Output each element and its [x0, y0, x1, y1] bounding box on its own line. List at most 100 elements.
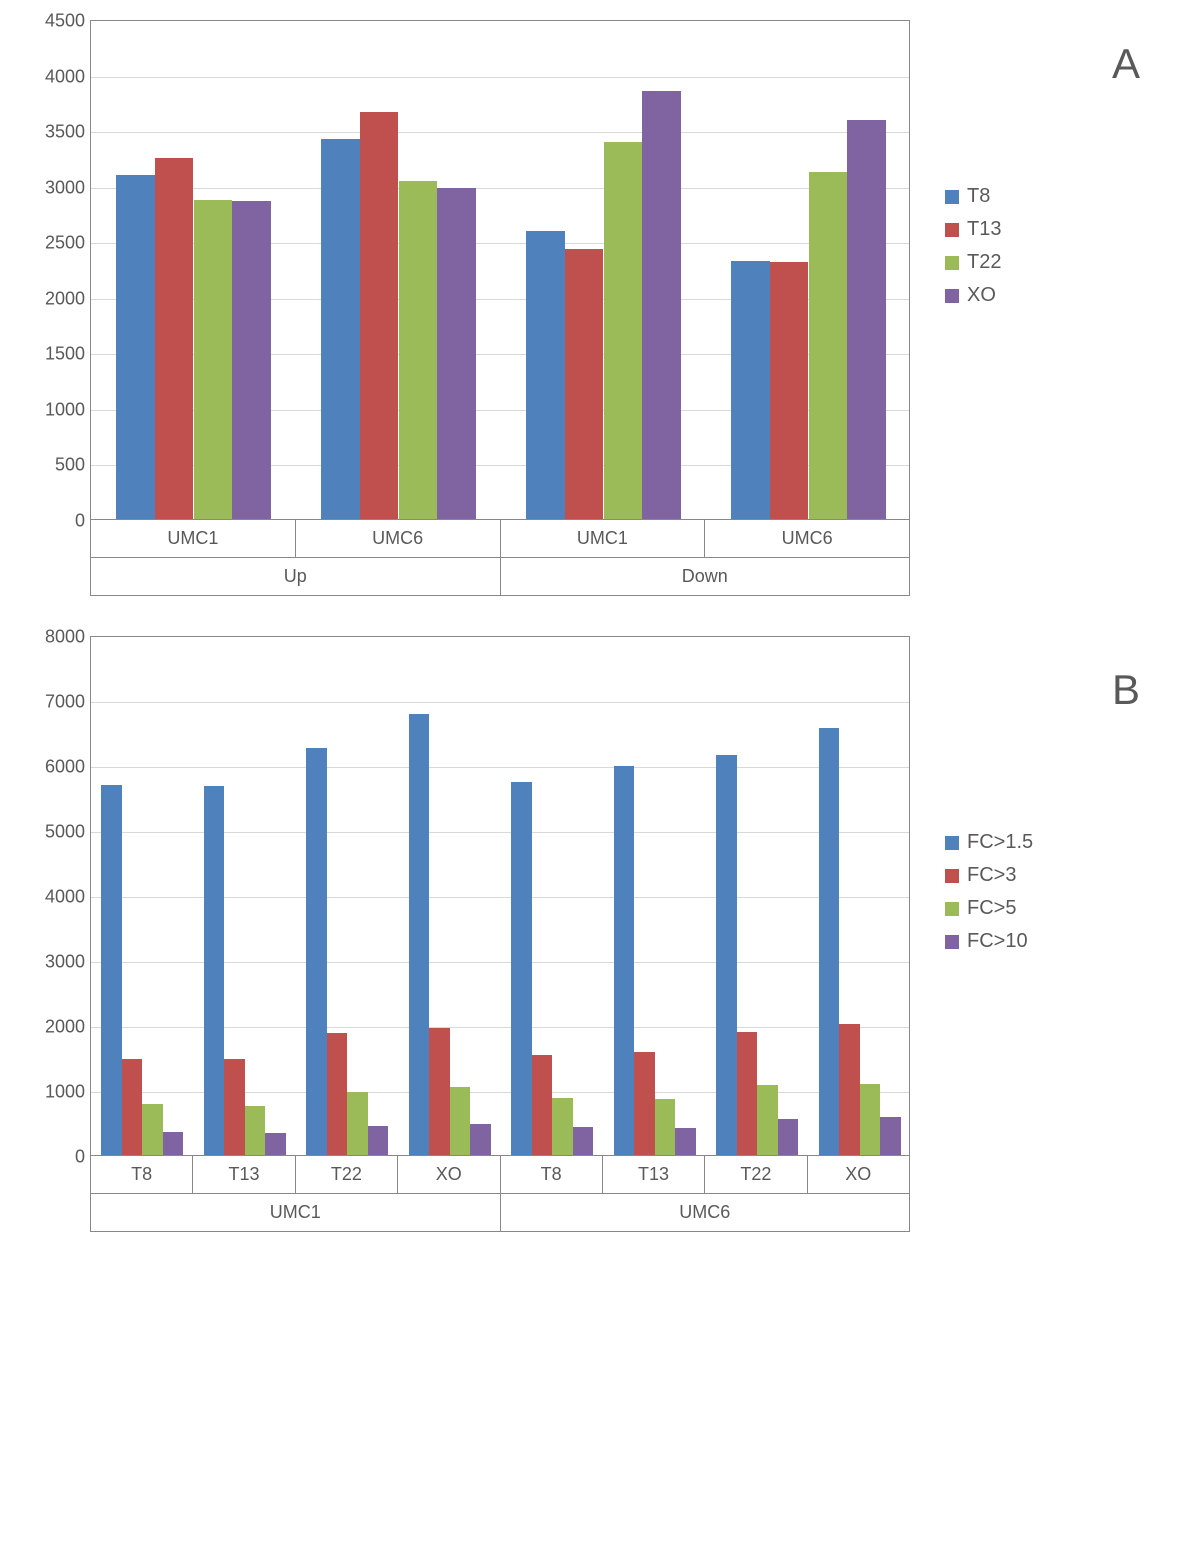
legend-item: T13 [945, 218, 1001, 241]
legend-item: T8 [945, 185, 1001, 208]
legend-swatch [945, 223, 959, 237]
legend-swatch [945, 902, 959, 916]
bar [614, 766, 635, 1155]
bar [880, 1117, 901, 1155]
bar [265, 1133, 286, 1155]
legend-label: FC>3 [967, 864, 1016, 887]
bar [757, 1085, 778, 1155]
x-topgroup-label: Up [91, 558, 501, 596]
bar [847, 120, 886, 519]
bar [194, 200, 233, 519]
chart-b-xaxis: T8T13T22XOT8T13T22XOUMC1UMC6 [90, 1156, 910, 1232]
x-axis-row-subgroups: T8T13T22XOT8T13T22XO [90, 1156, 910, 1194]
legend-item: FC>1.5 [945, 831, 1033, 854]
bar [245, 1106, 266, 1155]
bar [634, 1052, 655, 1155]
legend-item: FC>5 [945, 897, 1033, 920]
legend-item: FC>10 [945, 930, 1033, 953]
x-subgroup-label: UMC6 [296, 520, 501, 558]
bar [737, 1032, 758, 1156]
x-subgroup-label: UMC1 [501, 520, 706, 558]
bar [675, 1128, 696, 1155]
y-tick-label: 4500 [45, 11, 91, 32]
y-tick-label: 2000 [45, 288, 91, 309]
bar [429, 1028, 450, 1155]
bar [163, 1132, 184, 1155]
bar [819, 728, 840, 1155]
bars-layer [91, 21, 909, 519]
bar [511, 782, 532, 1155]
x-subgroup-label: T22 [296, 1156, 398, 1194]
y-tick-label: 5000 [45, 822, 91, 843]
x-subgroup-label: UMC6 [705, 520, 910, 558]
chart-a-area: 050010001500200025003000350040004500 UMC… [90, 20, 910, 596]
bar [232, 201, 271, 519]
bar [399, 181, 438, 519]
chart-b-legend: FC>1.5 FC>3 FC>5 FC>10 [945, 811, 1033, 963]
bar [470, 1124, 491, 1155]
legend-swatch [945, 190, 959, 204]
bar [327, 1033, 348, 1155]
bar [770, 262, 809, 519]
bar [552, 1098, 573, 1155]
x-topgroup-label: UMC6 [501, 1194, 911, 1232]
bar [122, 1059, 143, 1155]
y-tick-label: 2500 [45, 233, 91, 254]
legend-swatch [945, 289, 959, 303]
y-tick-label: 3500 [45, 122, 91, 143]
y-tick-label: 1000 [45, 399, 91, 420]
chart-b-plot: 010002000300040005000600070008000 [90, 636, 910, 1156]
legend-label: FC>1.5 [967, 831, 1033, 854]
bar [532, 1055, 553, 1155]
x-axis-row-subgroups: UMC1UMC6UMC1UMC6 [90, 520, 910, 558]
bar [360, 112, 399, 519]
bar [224, 1059, 245, 1155]
x-topgroup-label: Down [501, 558, 911, 596]
bar [731, 261, 770, 519]
bar [809, 172, 848, 519]
bar [437, 188, 476, 519]
bar [306, 748, 327, 1155]
chart-a-legend: T8 T13 T22 XO [945, 165, 1001, 317]
bar [573, 1127, 594, 1155]
legend-label: T8 [967, 185, 990, 208]
bar [450, 1087, 471, 1155]
bar [655, 1099, 676, 1155]
legend-label: XO [967, 284, 996, 307]
bar [860, 1084, 881, 1155]
y-tick-label: 4000 [45, 887, 91, 908]
legend-label: T22 [967, 251, 1001, 274]
page: 050010001500200025003000350040004500 UMC… [0, 0, 1200, 1302]
legend-swatch [945, 869, 959, 883]
bar [409, 714, 430, 1155]
y-tick-label: 8000 [45, 627, 91, 648]
x-subgroup-label: T8 [91, 1156, 193, 1194]
bar [142, 1104, 163, 1155]
x-subgroup-label: T8 [501, 1156, 603, 1194]
bar [347, 1092, 368, 1155]
legend-item: FC>3 [945, 864, 1033, 887]
x-subgroup-label: T13 [603, 1156, 705, 1194]
x-subgroup-label: XO [398, 1156, 500, 1194]
bar [321, 139, 360, 519]
y-tick-label: 500 [55, 455, 91, 476]
x-subgroup-label: XO [808, 1156, 910, 1194]
legend-item: T22 [945, 251, 1001, 274]
chart-b-area: 010002000300040005000600070008000 T8T13T… [90, 636, 910, 1232]
bar [101, 785, 122, 1156]
legend-item: XO [945, 284, 1001, 307]
chart-a-label: A [1112, 40, 1140, 88]
y-tick-label: 3000 [45, 952, 91, 973]
x-subgroup-label: UMC1 [91, 520, 296, 558]
bar [839, 1024, 860, 1155]
legend-swatch [945, 256, 959, 270]
x-axis-row-topgroups: UMC1UMC6 [90, 1194, 910, 1232]
bar [604, 142, 643, 519]
legend-label: FC>10 [967, 930, 1028, 953]
y-tick-label: 4000 [45, 66, 91, 87]
y-tick-label: 6000 [45, 757, 91, 778]
bar [204, 786, 225, 1155]
y-tick-label: 1500 [45, 344, 91, 365]
legend-swatch [945, 935, 959, 949]
chart-a-block: 050010001500200025003000350040004500 UMC… [20, 20, 1180, 596]
